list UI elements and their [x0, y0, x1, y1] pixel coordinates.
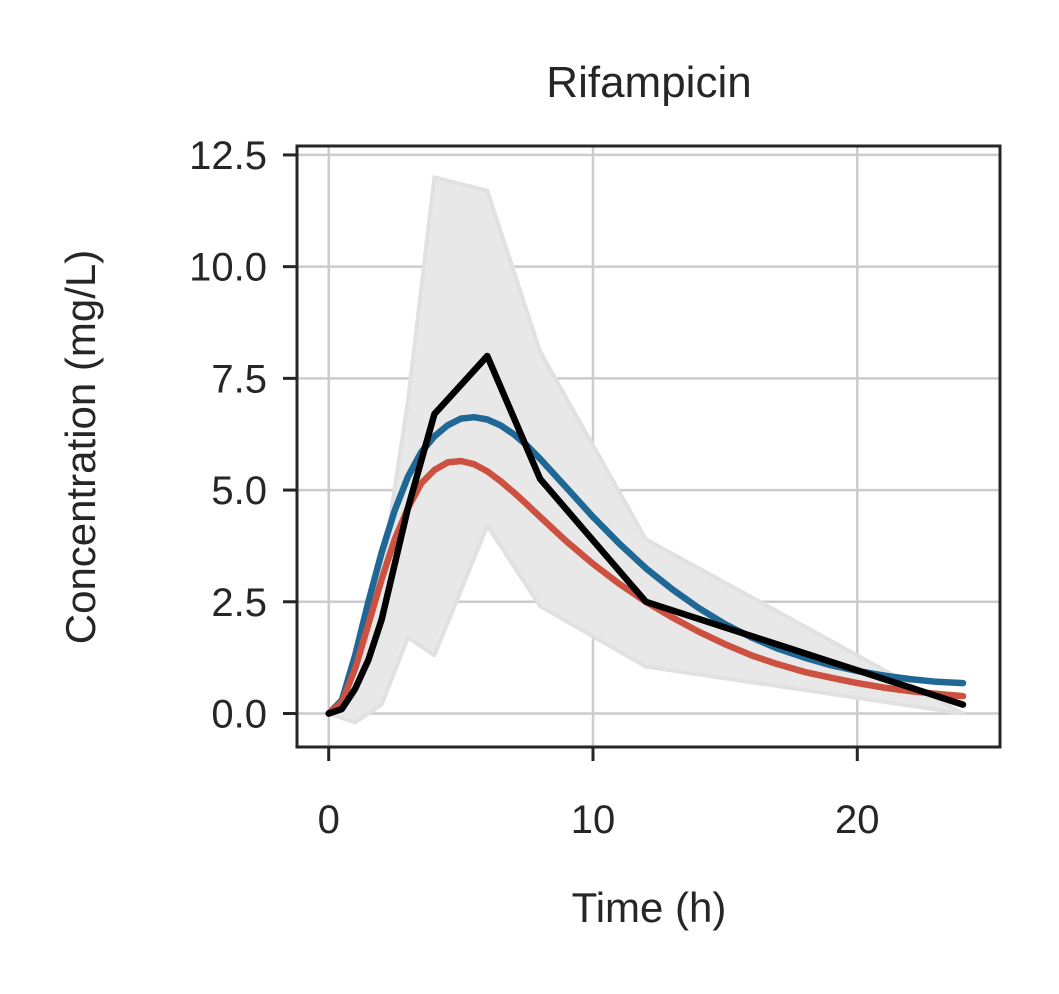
y-tick-label: 2.5 — [211, 581, 267, 625]
series-line-1 — [325, 413, 967, 717]
band-layer — [326, 175, 965, 725]
x-tick-label: 0 — [318, 798, 340, 842]
y-axis-label: Concentration (mg/L) — [57, 250, 104, 645]
x-axis-label: Time (h) — [572, 884, 727, 931]
x-tick-label: 10 — [571, 798, 616, 842]
range-band — [326, 175, 965, 725]
plot-frame — [295, 144, 1002, 749]
series-line-2 — [325, 457, 967, 717]
y-axis: 0.0 2.5 5.0 7.5 10.0 12.5 — [189, 134, 297, 736]
chart-title: Rifampicin — [546, 58, 751, 107]
x-axis: 0 10 20 — [318, 747, 880, 842]
series-layer — [325, 352, 967, 717]
y-tick-label: 7.5 — [211, 357, 267, 401]
y-tick-label: 10.0 — [189, 246, 267, 290]
x-tick-label: 20 — [835, 798, 880, 842]
y-tick-label: 5.0 — [211, 469, 267, 513]
y-tick-label: 12.5 — [189, 134, 267, 178]
y-tick-label: 0.0 — [211, 692, 267, 736]
series-line-3 — [325, 352, 967, 717]
